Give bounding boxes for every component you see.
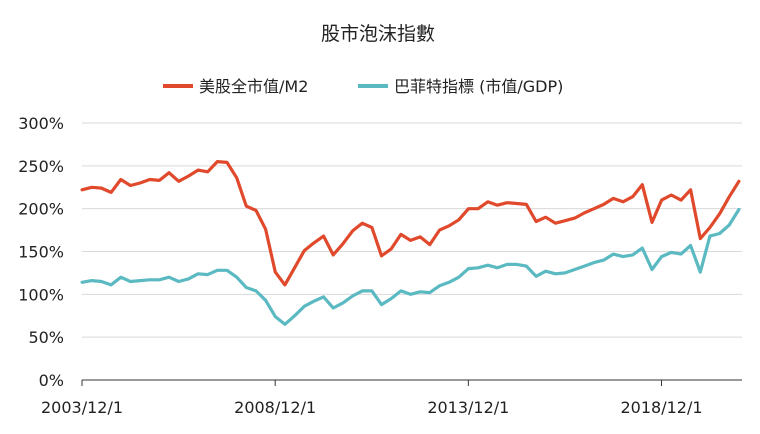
y-tick-label: 200%	[18, 200, 64, 219]
x-tick-label: 2018/12/1	[621, 398, 703, 417]
x-axis: 2003/12/1 2008/12/1 2013/12/1 2018/12/1	[41, 379, 742, 417]
y-tick-label: 0%	[39, 371, 64, 390]
y-tick-label: 300%	[18, 114, 64, 133]
series-layer	[80, 160, 741, 326]
series-line	[80, 160, 741, 287]
x-tick-label: 2008/12/1	[234, 398, 316, 417]
legend-label: 巴菲特指標 (市值/GDP)	[394, 77, 563, 96]
y-tick-label: 50%	[28, 328, 64, 347]
y-axis: 0% 50% 100% 150% 200% 250% 300%	[18, 114, 64, 390]
x-tick-label: 2013/12/1	[427, 398, 509, 417]
legend-label: 美股全市值/M2	[199, 77, 308, 96]
legend: 美股全市值/M2 巴菲特指標 (市值/GDP)	[163, 77, 563, 96]
y-tick-label: 250%	[18, 157, 64, 176]
series-line	[80, 207, 741, 326]
y-tick-label: 100%	[18, 285, 64, 304]
chart-title: 股市泡沫指數	[321, 23, 435, 45]
y-tick-label: 150%	[18, 243, 64, 262]
x-tick-label: 2003/12/1	[41, 398, 123, 417]
